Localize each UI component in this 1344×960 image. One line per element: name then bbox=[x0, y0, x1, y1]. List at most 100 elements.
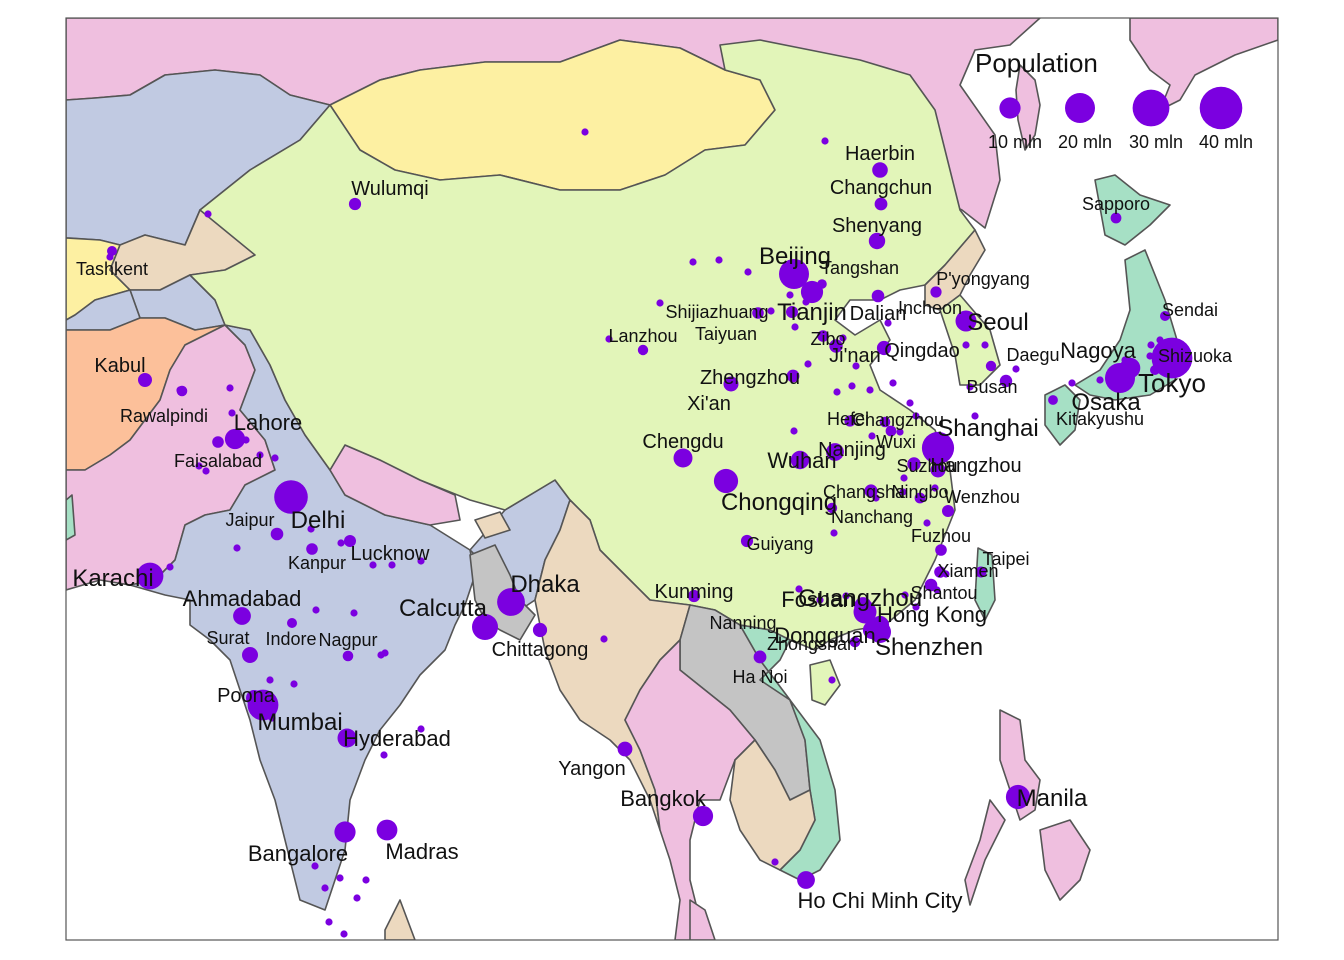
city-dot-p-yongyang bbox=[930, 286, 942, 298]
city-dot-unlabeled bbox=[350, 609, 358, 617]
map-frame bbox=[65, 17, 1279, 941]
city-dot-zhongshan bbox=[849, 636, 861, 648]
legend-bubble-30 bbox=[1132, 89, 1170, 127]
city-dot-wenzhou bbox=[942, 505, 954, 517]
city-label-p-yongyang: P'yongyang bbox=[936, 269, 1030, 289]
city-label-wuhan: Wuhan bbox=[767, 448, 836, 473]
city-dot-unlabeled bbox=[744, 268, 752, 276]
city-dot-unlabeled bbox=[767, 307, 775, 315]
city-dot-unlabeled bbox=[889, 379, 897, 387]
city-dot-unlabeled bbox=[830, 529, 838, 537]
city-label-zhengzhou: Zhengzhou bbox=[700, 367, 800, 389]
city-label-chittagong: Chittagong bbox=[492, 639, 589, 661]
city-dot-unlabeled bbox=[202, 467, 210, 475]
city-label-taiyuan: Taiyuan bbox=[695, 324, 757, 344]
city-dot-lahore bbox=[224, 428, 246, 450]
city-dot-shizuoka bbox=[1150, 365, 1160, 375]
city-dot-poona bbox=[246, 690, 262, 706]
city-label-xi-an: Xi'an bbox=[687, 393, 731, 415]
city-label-nagoya: Nagoya bbox=[1060, 338, 1137, 363]
city-dot-unlabeled bbox=[325, 918, 333, 926]
city-label-osaka: Osaka bbox=[1071, 389, 1141, 416]
city-label-guiyang: Guiyang bbox=[746, 534, 813, 554]
country-malaysia bbox=[689, 899, 716, 940]
city-dot-hyderabad bbox=[337, 728, 357, 748]
city-dot-jaipur bbox=[270, 527, 284, 541]
country-russia-sakhalin bbox=[1015, 64, 1041, 151]
city-label-dalian: Dalian bbox=[850, 303, 907, 325]
city-dot-wulumqi bbox=[348, 197, 362, 211]
city-label-madras: Madras bbox=[385, 839, 458, 864]
city-dot-unlabeled bbox=[786, 291, 794, 299]
city-dots-layer bbox=[106, 128, 1193, 938]
city-label-beijing: Beijing bbox=[759, 243, 831, 270]
city-dot-sapporo bbox=[1110, 212, 1122, 224]
city-dot-unlabeled bbox=[417, 725, 425, 733]
city-label-hefei: Hefei bbox=[827, 409, 869, 429]
city-label-ahmadabad: Ahmadabad bbox=[183, 586, 302, 611]
city-dot-unlabeled bbox=[771, 858, 779, 866]
city-dot-ahmadabad bbox=[233, 607, 251, 625]
city-label-kitakyushu: Kitakyushu bbox=[1056, 409, 1144, 429]
city-dot-changzhou bbox=[879, 416, 891, 428]
legend-bubble-10 bbox=[999, 97, 1021, 119]
city-dot-unlabeled bbox=[336, 874, 344, 882]
city-label-hong-kong: Hong Kong bbox=[877, 602, 987, 627]
city-label-nanjing: Nanjing bbox=[818, 439, 886, 461]
city-label-bangalore: Bangalore bbox=[248, 841, 348, 866]
city-dot-unlabeled bbox=[971, 412, 979, 420]
city-dot-unlabeled bbox=[923, 519, 931, 527]
city-label-kabul: Kabul bbox=[94, 355, 145, 377]
country-japan-hokkaido bbox=[1094, 174, 1171, 246]
legend-label-30: 30 mln bbox=[1129, 132, 1183, 152]
city-label-shenyang: Shenyang bbox=[832, 215, 922, 237]
city-dot-unlabeled bbox=[790, 427, 798, 435]
city-dot-manila bbox=[1005, 784, 1031, 810]
city-label-xiamen: Xiamen bbox=[937, 561, 998, 581]
city-dot-unlabeled bbox=[848, 382, 856, 390]
city-dot-unlabeled bbox=[266, 676, 274, 684]
city-dot-shanghai bbox=[921, 431, 955, 465]
city-dot-unlabeled bbox=[362, 876, 370, 884]
city-label-ho-chi-minh-city: Ho Chi Minh City bbox=[797, 888, 962, 913]
city-label-taipei: Taipei bbox=[982, 549, 1029, 569]
city-dot-indore bbox=[287, 618, 297, 628]
legend-label-20: 20 mln bbox=[1058, 132, 1112, 152]
country-russia-east bbox=[1129, 18, 1278, 111]
country-sri-lanka-edge bbox=[384, 899, 416, 940]
city-dot-tianjin bbox=[800, 280, 824, 304]
city-label-qingdao: Qingdao bbox=[884, 340, 960, 362]
city-dot-ji-nan bbox=[829, 339, 843, 353]
city-label-fuzhou: Fuzhou bbox=[911, 526, 971, 546]
city-label-bangkok: Bangkok bbox=[620, 786, 707, 811]
city-dot-ho-chi-minh-city bbox=[797, 871, 815, 889]
city-dot-unlabeled bbox=[833, 388, 841, 396]
city-dot-unlabeled bbox=[900, 474, 908, 482]
city-label-poona: Poona bbox=[217, 685, 276, 707]
city-dot-unlabeled bbox=[804, 360, 812, 368]
city-dot-unlabeled bbox=[821, 137, 829, 145]
country-china bbox=[189, 39, 976, 651]
city-label-tokyo: Tokyo bbox=[1138, 368, 1206, 398]
city-label-wenzhou: Wenzhou bbox=[944, 487, 1020, 507]
city-dot-unlabeled bbox=[842, 592, 850, 600]
city-label-wuxi: Wuxi bbox=[876, 432, 916, 452]
city-dot-unlabeled bbox=[791, 323, 799, 331]
legend-bubble-20 bbox=[1065, 93, 1095, 123]
city-dot-unlabeled bbox=[866, 386, 874, 394]
city-label-delhi: Delhi bbox=[291, 507, 346, 534]
city-dot-unlabeled bbox=[204, 210, 212, 218]
city-dot-unlabeled bbox=[337, 539, 345, 547]
country-philippines bbox=[964, 709, 1091, 906]
city-dot-kabul bbox=[138, 373, 152, 387]
city-label-faisalabad: Faisalabad bbox=[174, 451, 262, 471]
city-label-hyderabad: Hyderabad bbox=[343, 726, 451, 751]
city-dot-lanzhou bbox=[637, 344, 649, 356]
city-dot-lucknow bbox=[344, 535, 356, 547]
city-label-ji-nan: Ji'nan bbox=[829, 345, 881, 367]
city-dot-unlabeled bbox=[1147, 341, 1155, 349]
city-label-sapporo: Sapporo bbox=[1082, 194, 1150, 214]
city-dot-ningbo bbox=[914, 492, 926, 504]
city-dot-unlabeled bbox=[307, 525, 315, 533]
